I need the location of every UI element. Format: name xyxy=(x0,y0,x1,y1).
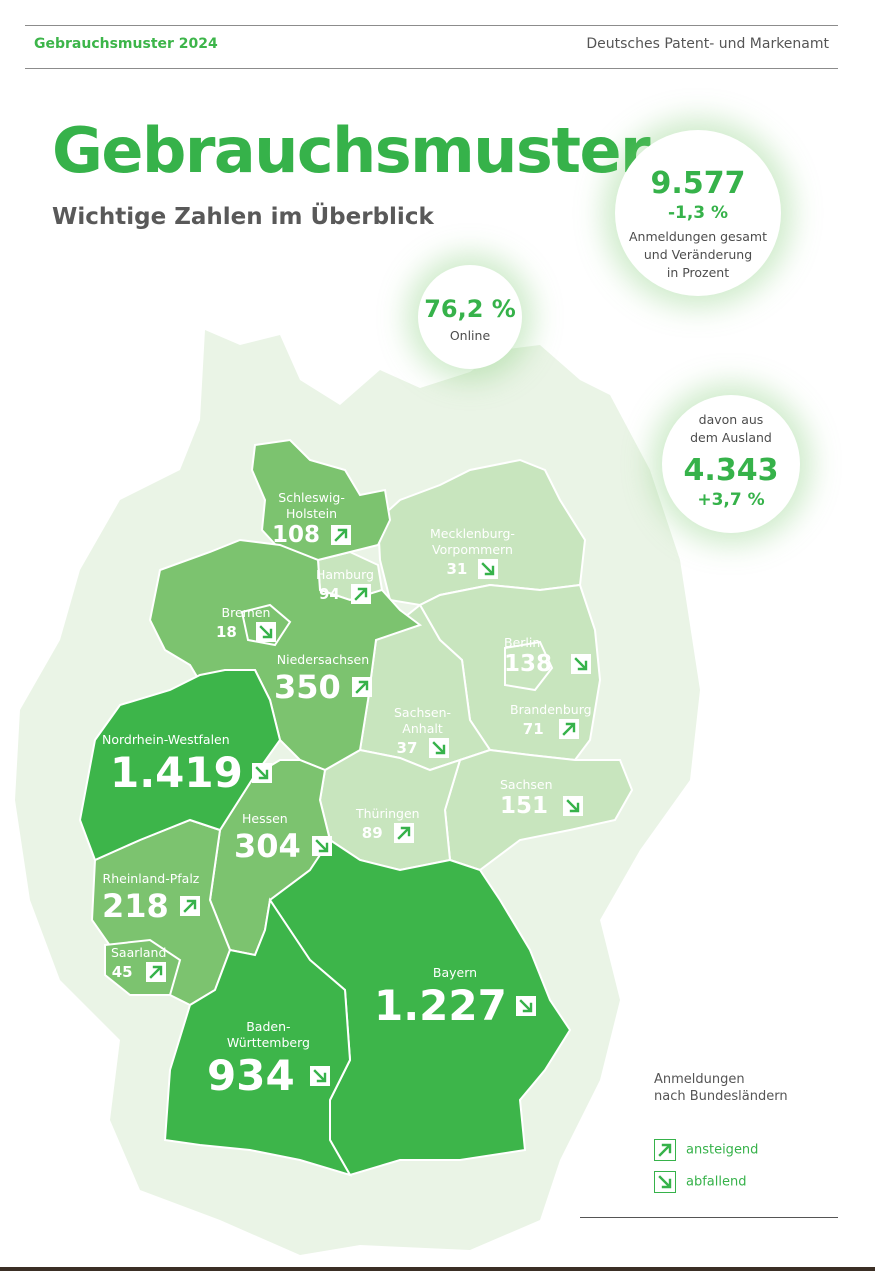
abroad-label-2: dem Ausland xyxy=(662,429,800,447)
online-share-value: 76,2 % xyxy=(418,295,522,323)
state-value: 37 xyxy=(397,739,418,757)
state-name: Holstein xyxy=(272,506,351,522)
page-footer-bar xyxy=(0,1267,875,1271)
state-name: Württemberg xyxy=(207,1035,330,1051)
page-title: Gebrauchsmuster xyxy=(52,114,649,187)
state-name: Mecklenburg- xyxy=(430,526,515,542)
legend-title-line-1: Anmeldungen xyxy=(654,1071,788,1088)
online-share-label: Online xyxy=(418,327,522,345)
state-value: 151 xyxy=(500,793,548,819)
total-applications-label-1: Anmeldungen gesamt xyxy=(615,228,781,246)
trend-up-icon xyxy=(180,896,200,916)
state-value: 304 xyxy=(234,827,301,865)
online-share-bubble: 76,2 % Online xyxy=(418,265,522,369)
trend-down-icon xyxy=(312,836,332,856)
state-value: 108 xyxy=(272,522,320,548)
state-name: Schleswig- xyxy=(272,490,351,506)
trend-up-icon xyxy=(351,584,371,604)
total-applications-value: 9.577 xyxy=(615,166,781,201)
state-value: 934 xyxy=(207,1051,295,1100)
state-value: 1.227 xyxy=(374,981,507,1030)
trend-down-icon xyxy=(654,1171,676,1193)
trend-down-icon xyxy=(429,738,449,758)
state-label-sachsen-anhalt: Sachsen- Anhalt 37 xyxy=(394,705,451,758)
legend-item-up: ansteigend xyxy=(654,1139,758,1161)
state-name: Bremen xyxy=(216,605,276,621)
trend-up-icon xyxy=(654,1139,676,1161)
state-name: Niedersachsen xyxy=(274,652,372,668)
total-applications-label-2: und Veränderung xyxy=(615,246,781,264)
legend-title-line-2: nach Bundesländern xyxy=(654,1088,788,1105)
state-label-mecklenburg-vorpommern: Mecklenburg- Vorpommern 31 xyxy=(430,526,515,579)
trend-up-icon xyxy=(394,823,414,843)
state-value: 31 xyxy=(446,560,467,578)
state-value: 18 xyxy=(216,623,237,641)
trend-up-icon xyxy=(146,962,166,982)
state-name: Sachsen xyxy=(500,777,583,793)
state-name: Sachsen- xyxy=(394,705,451,721)
abroad-applications-bubble: davon aus dem Ausland 4.343 +3,7 % xyxy=(662,395,800,533)
total-applications-bubble: 9.577 -1,3 % Anmeldungen gesamt und Verä… xyxy=(615,130,781,296)
state-name: Saarland xyxy=(111,945,166,961)
trend-down-icon xyxy=(256,622,276,642)
trend-up-icon xyxy=(331,525,351,545)
state-value: 94 xyxy=(319,585,340,603)
trend-down-icon xyxy=(571,654,591,674)
state-name: Baden- xyxy=(207,1019,330,1035)
state-label-niedersachsen: Niedersachsen 350 xyxy=(274,652,372,706)
state-label-rheinland-pfalz: Rheinland-Pfalz 218 xyxy=(102,871,200,925)
trend-down-icon xyxy=(563,796,583,816)
state-value: 350 xyxy=(274,668,341,706)
state-name: Nordrhein-Westfalen xyxy=(102,732,272,748)
state-label-berlin: Berlin 138 xyxy=(504,635,591,677)
page-subtitle: Wichtige Zahlen im Überblick xyxy=(52,204,434,230)
state-value: 218 xyxy=(102,887,169,925)
trend-down-icon xyxy=(252,763,272,783)
state-label-thueringen: Thüringen 89 xyxy=(356,806,420,843)
state-label-nordrhein-westfalen: Nordrhein-Westfalen 1.419 xyxy=(102,732,272,797)
state-label-hamburg: Hamburg 94 xyxy=(316,567,374,604)
legend-up-label: ansteigend xyxy=(686,1143,758,1158)
legend-down-label: abfallend xyxy=(686,1175,746,1190)
trend-up-icon xyxy=(559,719,579,739)
trend-up-icon xyxy=(352,677,372,697)
state-name: Thüringen xyxy=(356,806,420,822)
state-label-bremen: Bremen 18 xyxy=(216,605,276,642)
total-applications-label-3: in Prozent xyxy=(615,264,781,282)
legend-item-down: abfallend xyxy=(654,1171,746,1193)
abroad-label-1: davon aus xyxy=(662,411,800,429)
state-label-saarland: Saarland 45 xyxy=(111,945,166,982)
state-name: Hessen xyxy=(242,811,332,827)
total-applications-change: -1,3 % xyxy=(615,203,781,223)
state-name: Vorpommern xyxy=(430,542,515,558)
state-name: Hamburg xyxy=(316,567,374,583)
state-label-baden-wuerttemberg: Baden- Württemberg 934 xyxy=(207,1019,330,1100)
legend-title: Anmeldungen nach Bundesländern xyxy=(654,1071,788,1105)
state-value: 1.419 xyxy=(110,748,243,797)
state-value: 45 xyxy=(112,963,133,981)
state-label-brandenburg: Brandenburg 71 xyxy=(510,702,592,739)
trend-down-icon xyxy=(516,996,536,1016)
abroad-applications-value: 4.343 xyxy=(662,453,800,488)
state-label-sachsen: Sachsen 151 xyxy=(500,777,583,819)
state-label-hessen: Hessen 304 xyxy=(234,811,332,865)
trend-down-icon xyxy=(478,559,498,579)
trend-down-icon xyxy=(310,1066,330,1086)
state-name: Anhalt xyxy=(394,721,451,737)
state-label-bayern: Bayern 1.227 xyxy=(374,965,536,1030)
state-name: Berlin xyxy=(504,635,591,651)
state-name: Bayern xyxy=(374,965,536,981)
abroad-applications-change: +3,7 % xyxy=(662,490,800,510)
state-value: 89 xyxy=(362,824,383,842)
state-value: 138 xyxy=(504,651,552,677)
state-name: Rheinland-Pfalz xyxy=(102,871,200,887)
state-label-schleswig-holstein: Schleswig- Holstein 108 xyxy=(272,490,351,548)
legend-bottom-rule xyxy=(580,1217,838,1218)
state-name: Brandenburg xyxy=(510,702,592,718)
state-value: 71 xyxy=(523,720,544,738)
